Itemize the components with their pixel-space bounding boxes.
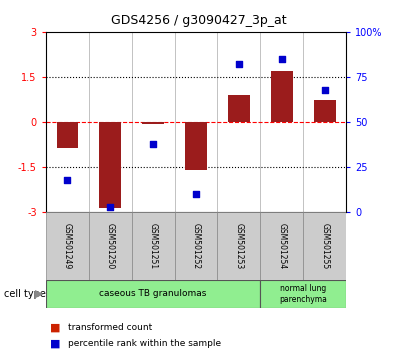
Bar <box>57 122 78 148</box>
Bar <box>175 212 217 280</box>
Bar <box>100 122 121 208</box>
Text: ■: ■ <box>50 322 64 332</box>
Bar <box>46 280 260 308</box>
Point <box>193 192 199 197</box>
Point <box>279 56 285 62</box>
Text: transformed count: transformed count <box>68 323 152 332</box>
Bar <box>46 212 89 280</box>
Text: GDS4256 / g3090427_3p_at: GDS4256 / g3090427_3p_at <box>111 14 287 27</box>
Text: percentile rank within the sample: percentile rank within the sample <box>68 339 221 348</box>
Point <box>107 204 113 210</box>
Text: GSM501253: GSM501253 <box>234 223 244 269</box>
Point <box>64 177 70 183</box>
Text: GSM501249: GSM501249 <box>63 223 72 269</box>
Point <box>150 141 156 147</box>
Text: GSM501251: GSM501251 <box>148 223 158 269</box>
Text: ▶: ▶ <box>35 289 43 299</box>
Text: cell type: cell type <box>4 289 46 299</box>
Point <box>236 62 242 67</box>
Bar <box>217 212 260 280</box>
Bar <box>142 122 164 124</box>
Bar <box>303 212 346 280</box>
Text: GSM501252: GSM501252 <box>191 223 201 269</box>
Text: normal lung
parenchyma: normal lung parenchyma <box>279 284 327 303</box>
Bar <box>271 71 293 122</box>
Text: caseous TB granulomas: caseous TB granulomas <box>100 289 207 298</box>
Text: GSM501255: GSM501255 <box>320 223 329 269</box>
Text: GSM501250: GSM501250 <box>105 223 115 269</box>
Bar <box>260 212 303 280</box>
Bar <box>132 212 175 280</box>
Bar <box>185 122 207 170</box>
Bar <box>314 99 336 122</box>
Bar <box>228 95 250 122</box>
Text: ■: ■ <box>50 338 64 348</box>
Bar <box>89 212 132 280</box>
Point <box>322 87 328 92</box>
Bar <box>260 280 346 308</box>
Text: GSM501254: GSM501254 <box>277 223 287 269</box>
